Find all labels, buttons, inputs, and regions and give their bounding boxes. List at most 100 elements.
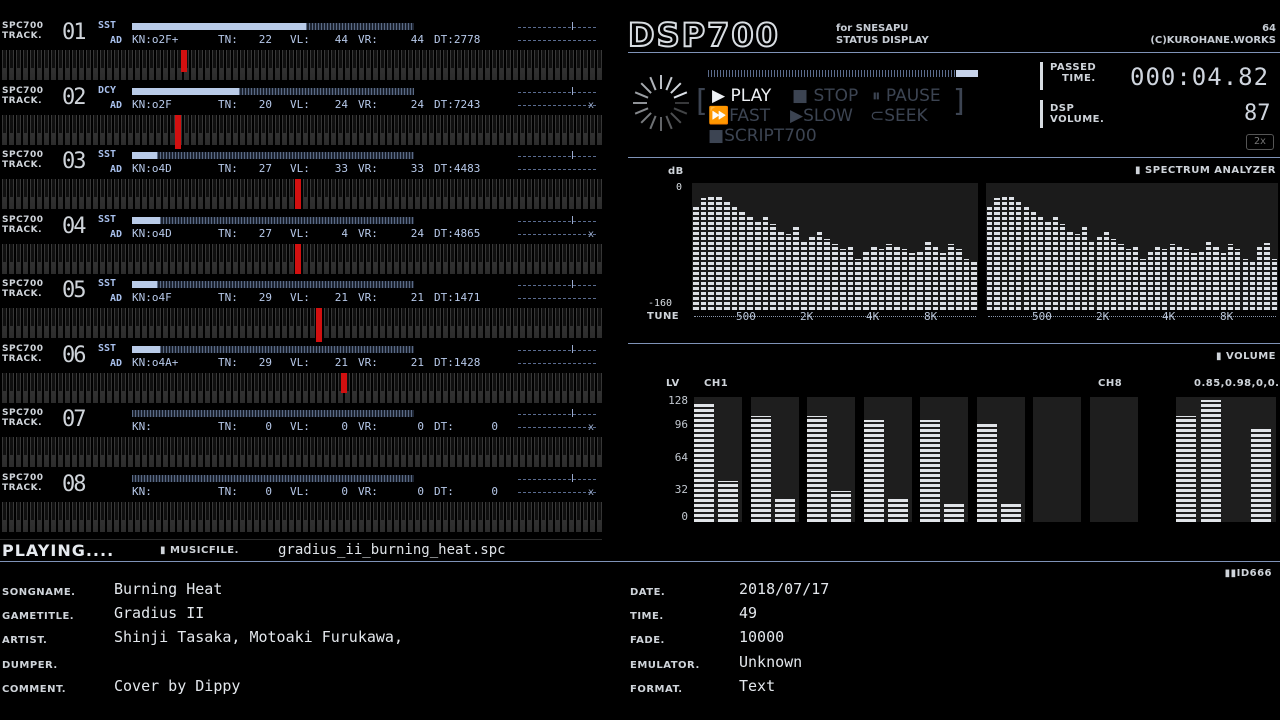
stop-button[interactable]: ■ STOP xyxy=(792,86,859,106)
track-values: KN:o4F TN: 29 VL: 21 VR: 21 DT:1471 xyxy=(132,292,602,304)
track-2[interactable]: SPC700 TRACK. 02 DCY AD KN:o2F TN: 20 VL… xyxy=(0,83,602,149)
spectrum-band xyxy=(739,210,746,310)
piano-keyboard[interactable] xyxy=(0,243,602,274)
volume-multiplier-button[interactable]: 2x xyxy=(1246,134,1274,150)
fast-button[interactable]: ⏩FAST xyxy=(708,106,771,126)
seek-button[interactable]: ⊂SEEK xyxy=(870,106,928,126)
spectrum-band xyxy=(863,251,869,310)
track-values: KN:o2F+ TN: 22 VL: 44 VR: 44 DT:2778 xyxy=(132,34,602,46)
key-note: KN: xyxy=(132,484,152,498)
track-label: TRACK. xyxy=(2,418,43,428)
track-header: SPC700 TRACK. 04 SST AD KN:o4D TN: 27 VL… xyxy=(0,212,602,244)
dt-label: DT:4483 xyxy=(434,162,481,175)
ad-label: AD xyxy=(110,164,123,175)
track-5[interactable]: SPC700 TRACK. 05 SST AD KN:o4F TN: 29 VL… xyxy=(0,276,602,342)
spectrum-band xyxy=(917,250,923,310)
pause-label: PAUSE xyxy=(885,86,941,106)
spectrum-band xyxy=(1213,246,1219,310)
vl-value: 21 xyxy=(334,291,348,304)
spectrum-band xyxy=(1016,200,1022,310)
divider xyxy=(628,343,1280,344)
track-7[interactable]: SPC700 TRACK. 07 KN: TN: 0 VL: 0 VR: 0 D… xyxy=(0,405,602,469)
track-tail: x xyxy=(588,486,595,498)
piano-keyboard[interactable] xyxy=(0,437,602,467)
key-note: KN: xyxy=(132,420,152,433)
track-volume-rest xyxy=(239,87,414,95)
frequency-tick-label: 2K xyxy=(1096,310,1110,323)
active-note xyxy=(341,372,348,393)
piano-keyboard[interactable] xyxy=(0,501,602,532)
piano-keyboard[interactable] xyxy=(0,179,602,209)
track-3[interactable]: SPC700 TRACK. 03 SST AD KN:o4D TN: 27 VL… xyxy=(0,147,602,211)
piano-keyboard[interactable] xyxy=(0,50,602,80)
seek-label: SEEK xyxy=(884,106,928,126)
spectrum-axis xyxy=(694,316,976,318)
active-note xyxy=(294,243,301,274)
track-values: KN:o4D TN: 27 VL: 4 VR: 24 DT:4865 xyxy=(132,227,602,240)
track-4[interactable]: SPC700 TRACK. 04 SST AD KN:o4D TN: 27 VL… xyxy=(0,212,602,276)
track-number: 01 xyxy=(62,20,86,45)
frequency-tick-label: 8K xyxy=(924,310,938,323)
frequency-tick-label: 500 xyxy=(736,310,756,323)
piano-keyboard[interactable] xyxy=(0,372,602,403)
track-meter-line xyxy=(518,362,596,365)
master-level-bar xyxy=(1176,415,1196,522)
track-8[interactable]: SPC700 TRACK. 08 KN: TN: 0 VL: 0 VR: 0 D… xyxy=(0,470,602,534)
track-volume-bar xyxy=(132,474,414,482)
key-note: KN:o4D xyxy=(132,162,172,175)
accent-bar xyxy=(1040,100,1043,128)
spectrum-band xyxy=(1242,259,1248,310)
spectrum-left xyxy=(692,183,978,310)
channel-level-bar xyxy=(920,419,940,522)
track-volume-bar xyxy=(132,345,414,353)
active-note xyxy=(294,179,301,209)
spectrum-title: ▮ SPECTRUM ANALYZER xyxy=(1135,165,1276,176)
track-meter-line xyxy=(518,169,596,171)
spectrum-band xyxy=(708,195,715,310)
db-bottom-label: -160 xyxy=(648,298,673,309)
playback-progress-bar[interactable] xyxy=(708,70,978,77)
channel-level-bar xyxy=(774,497,795,522)
active-note xyxy=(316,308,323,342)
track-label: TRACK. xyxy=(2,160,43,170)
ch1-label: CH1 xyxy=(704,378,729,389)
vr-label: VR: xyxy=(358,355,378,369)
dsp-volume-value: 87 xyxy=(1244,101,1271,126)
track-6[interactable]: SPC700 TRACK. 06 SST AD KN:o4A+ TN: 29 V… xyxy=(0,341,602,405)
progress-fill xyxy=(956,70,978,77)
spc-label: SPC700 xyxy=(2,150,44,160)
piano-keyboard[interactable] xyxy=(0,308,602,338)
track-label: TRACK. xyxy=(2,31,43,41)
app-logo: DSP700 xyxy=(627,16,780,54)
play-button[interactable]: ▶ PLAY xyxy=(712,86,772,106)
channel-meter-8 xyxy=(1089,397,1138,522)
pause-button[interactable]: ⏸ PAUSE xyxy=(872,86,941,106)
envelope-mode: SST xyxy=(98,20,117,31)
track-1[interactable]: SPC700 TRACK. 01 SST AD KN:o2F+ TN: 22 V… xyxy=(0,18,602,82)
track-meter-tick xyxy=(572,151,573,159)
passed-time-label-1: PASSED xyxy=(1050,62,1097,73)
master-meter xyxy=(1176,397,1276,522)
track-header: SPC700 TRACK. 01 SST AD KN:o2F+ TN: 22 V… xyxy=(0,18,602,50)
track-meter-tick xyxy=(572,409,573,417)
channel-level-bar xyxy=(863,419,884,522)
tn-value: 29 xyxy=(258,355,272,369)
spectrum-band xyxy=(847,246,854,310)
piano-keyboard[interactable] xyxy=(0,114,602,145)
track-meter-tick xyxy=(572,22,573,30)
slow-button[interactable]: ▶SLOW xyxy=(790,106,853,126)
envelope-mode: SST xyxy=(98,213,117,225)
spectrum-band xyxy=(1147,251,1153,310)
track-meter-line xyxy=(518,478,596,481)
track-meter-line xyxy=(518,40,596,42)
spectrum-band xyxy=(801,240,807,310)
vl-label: VL: xyxy=(290,162,310,175)
passed-time-label: PASSED TIME. xyxy=(1050,62,1096,84)
track-volume-bar xyxy=(132,87,414,95)
volume-title: ▮ VOLUME xyxy=(1216,351,1276,362)
channel-meter-7 xyxy=(1033,397,1081,522)
script700-button[interactable]: ■SCRIPT700 xyxy=(708,126,817,146)
spectrum-band xyxy=(1169,243,1175,310)
info-label: GAMETITLE. xyxy=(2,611,75,623)
spectrum-band xyxy=(1235,249,1241,310)
